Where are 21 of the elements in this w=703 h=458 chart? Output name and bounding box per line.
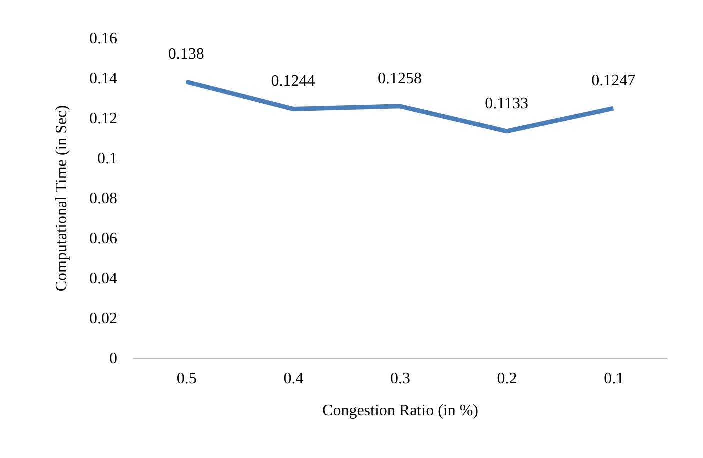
data-label: 0.1244 [271,73,316,90]
y-tick-label: 0 [110,350,118,368]
y-tick-label: 0.06 [90,230,118,248]
data-label: 0.138 [168,46,204,63]
data-label: 0.1258 [378,70,422,88]
y-tick-label: 0.08 [90,190,118,208]
x-tick-label: 0.2 [497,370,518,388]
y-tick-label: 0.16 [90,30,118,48]
y-axis-title: Computational Time (in Sec) [54,105,70,292]
y-tick-label: 0.12 [90,110,118,128]
data-label: 0.1247 [592,72,636,90]
x-axis-title: Congestion Ratio (in %) [322,402,478,420]
x-tick-label: 0.4 [284,370,304,388]
y-tick-label: 0.04 [90,270,118,288]
data-label: 0.1133 [485,95,529,112]
x-tick-label: 0.5 [176,370,197,388]
y-tick-label: 0.1 [98,150,118,168]
x-tick-label: 0.1 [604,370,624,388]
y-tick-label: 0.14 [90,70,118,88]
x-tick-label: 0.3 [390,370,410,388]
y-tick-label: 0.02 [90,310,118,328]
